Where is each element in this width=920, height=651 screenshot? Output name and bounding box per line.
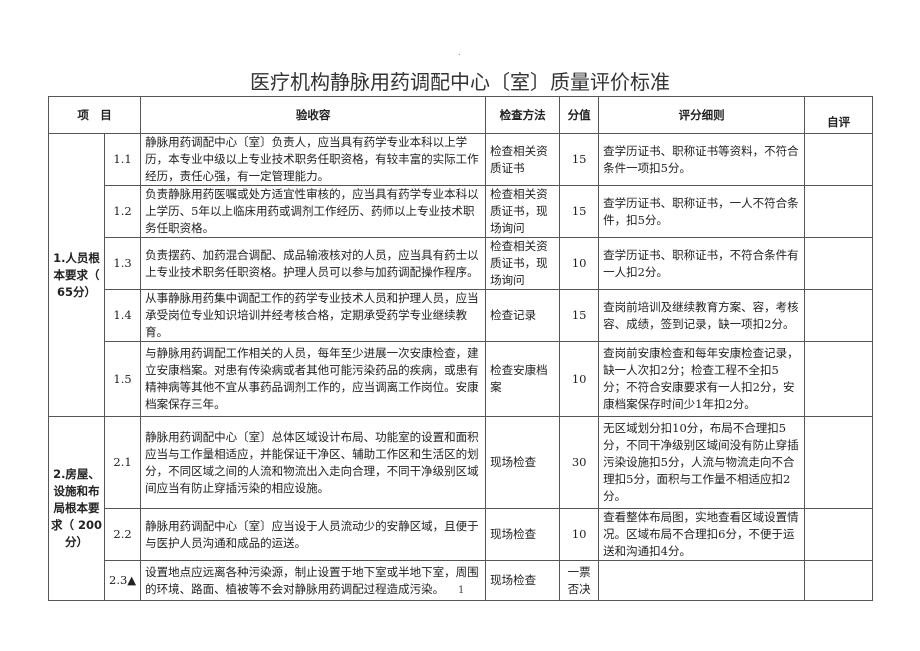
scoring-detail: 无区域划分扣10分，布局不合理扣5分，不同干净级别区域间没有防止穿插污染设施扣5… xyxy=(598,416,806,509)
item-content: 静脉用药调配中心〔室〕应当设于人员流动少的安静区域，且便于与医护人员沟通和成品的… xyxy=(140,508,487,561)
item-number: 1.2 xyxy=(103,185,142,238)
score-value: 10 xyxy=(559,237,600,290)
header-detail: 评分细则 xyxy=(598,96,806,134)
table-row: 1.5 与静脉用药调配工作相关的人员，每年至少进展一次安康检查，建立安康档案。对… xyxy=(49,341,874,417)
check-method: 检查记录 xyxy=(485,289,561,342)
scoring-detail xyxy=(598,560,806,601)
group-label: 2.房屋、设施和布局根本要求（ 200分） xyxy=(48,416,105,601)
item-number: 1.5 xyxy=(103,341,142,417)
page-dot: . xyxy=(458,48,461,57)
item-content: 负责静脉用药医嘱或处方适宜性审核的，应当具有药学专业本科以上学历、5年以上临床用… xyxy=(140,185,487,238)
scoring-detail: 查学历证书、职称证书，一人不符合条件，扣5分。 xyxy=(598,185,806,238)
scoring-detail: 查看整体布局图，实地查看区域设置情况。区域布局不合理扣6分，不便于运送和沟通扣4… xyxy=(598,508,806,561)
table-row: 2.2 静脉用药调配中心〔室〕应当设于人员流动少的安静区域，且便于与医护人员沟通… xyxy=(49,508,874,561)
page-number: 1 xyxy=(458,585,465,596)
score-value: 10 xyxy=(559,341,600,417)
table-row: 2.房屋、设施和布局根本要求（ 200分） 2.1 静脉用药调配中心〔室〕总体区域… xyxy=(48,416,874,601)
header-self: 自评 xyxy=(804,96,874,134)
score-value: 30 xyxy=(559,416,600,509)
table-row: 1.2 负责静脉用药医嘱或处方适宜性审核的，应当具有药学专业本科以上学历、5年以… xyxy=(49,185,874,238)
item-number: 2.3▲ xyxy=(103,560,142,601)
item-content: 静脉用药调配中心〔室〕总体区域设计布局、功能室的设置和面积应当与工作量相适应，并… xyxy=(140,416,487,509)
score-value: 15 xyxy=(559,289,600,342)
item-number: 1.1 xyxy=(103,133,142,186)
self-evaluation-cell[interactable] xyxy=(804,185,874,238)
item-content: 静脉用药调配中心〔室〕负责人，应当具有药学专业本科以上学历，本专业中级以上专业技… xyxy=(140,133,487,186)
item-number: 1.4 xyxy=(103,289,142,342)
item-content: 负责摆药、加药混合调配、成品输液核对的人员，应当具有药士以上专业技术职务任职资格… xyxy=(140,237,487,290)
item-content: 与静脉用药调配工作相关的人员，每年至少进展一次安康检查，建立安康档案。对患有传染… xyxy=(140,341,487,417)
scoring-detail: 查学历证书、职称证书，不符合条件有一人扣2分。 xyxy=(598,237,806,290)
self-evaluation-cell[interactable] xyxy=(804,416,874,509)
score-value: 10 xyxy=(559,508,600,561)
item-content: 设置地点应远离各种污染源，制止设置于地下室或半地下室，周围的环境、路面、植被等不… xyxy=(140,560,487,601)
check-method: 检查安康档案 xyxy=(485,341,561,417)
self-evaluation-cell[interactable] xyxy=(804,133,874,186)
item-number: 1.3 xyxy=(103,237,142,290)
table-row: 2.3▲ 设置地点应远离各种污染源，制止设置于地下室或半地下室，周围的环境、路面… xyxy=(49,560,874,601)
check-method: 检查相关资质证书 xyxy=(485,133,561,186)
table-row: 1.3 负责摆药、加药混合调配、成品输液核对的人员，应当具有药士以上专业技术职务… xyxy=(49,237,874,290)
header-score: 分值 xyxy=(559,96,600,134)
header-row: 项 目 验收容 检查方法 分值 评分细则 自评 xyxy=(47,96,874,134)
score-value: 15 xyxy=(559,185,600,238)
check-method: 现场检查 xyxy=(485,508,561,561)
self-evaluation-cell[interactable] xyxy=(804,289,874,342)
self-evaluation-cell[interactable] xyxy=(804,508,874,561)
self-evaluation-cell[interactable] xyxy=(804,237,874,290)
evaluation-table: 项 目 验收容 检查方法 分值 评分细则 自评 1.人员根本要求（ 65分） 1.… xyxy=(47,96,874,601)
score-value: 一票否决 xyxy=(559,560,600,601)
table-row: 1.人员根本要求（ 65分） 1.1 静脉用药调配中心〔室〕负责人，应当具有药学专… xyxy=(48,133,874,417)
check-method: 检查相关资质证书，现场询问 xyxy=(485,185,561,238)
check-method: 现场检查 xyxy=(485,416,561,509)
header-method: 检查方法 xyxy=(485,96,561,134)
table-row: 1.4 从事静脉用药集中调配工作的药学专业技术人员和护理人员，应当承受岗位专业知… xyxy=(49,289,874,342)
item-number: 2.2 xyxy=(103,508,142,561)
scoring-detail: 查岗前培训及继续教育方案、容，考核容、成绩，签到记录，缺一项扣2分。 xyxy=(598,289,806,342)
header-content: 验收容 xyxy=(140,96,487,134)
scoring-detail: 查学历证书、职称证书等资料，不符合条件一项扣5分。 xyxy=(598,133,806,186)
scoring-detail: 查岗前安康检查和每年安康检查记录，缺一人次扣2分；检查工程不全扣5分；不符合安康… xyxy=(598,341,806,417)
item-content: 从事静脉用药集中调配工作的药学专业技术人员和护理人员，应当承受岗位专业知识培训并… xyxy=(140,289,487,342)
self-evaluation-cell[interactable] xyxy=(804,341,874,417)
group-label: 1.人员根本要求（ 65分） xyxy=(48,133,105,417)
check-method: 检查相关资质证书，现场询问 xyxy=(485,237,561,290)
document-title: 医疗机构静脉用药调配中心〔室〕质量评价标准 xyxy=(250,70,670,94)
score-value: 15 xyxy=(559,133,600,186)
header-item: 项 目 xyxy=(47,96,142,134)
check-method: 现场检查 xyxy=(485,560,561,601)
self-evaluation-cell[interactable] xyxy=(804,560,874,601)
item-number: 2.1 xyxy=(103,416,142,509)
